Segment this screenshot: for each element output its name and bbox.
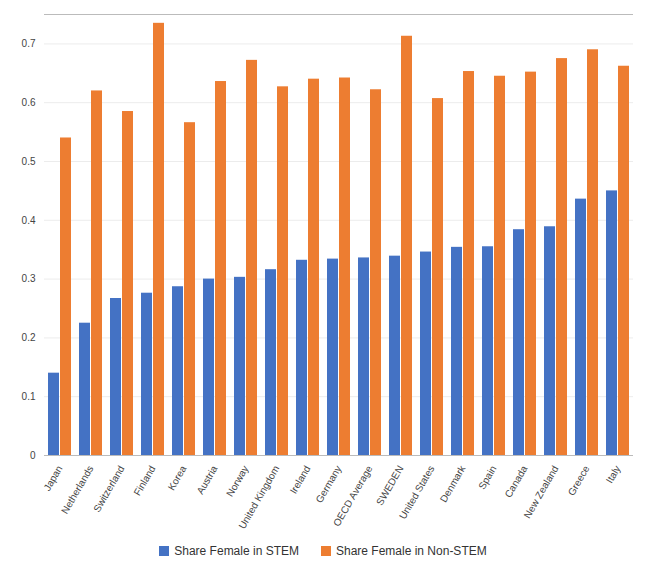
- svg-text:0.1: 0.1: [22, 391, 36, 402]
- svg-text:0.4: 0.4: [22, 215, 36, 226]
- html-text:Share Female in STEM: Share Female in STEM: [174, 544, 299, 558]
- svg-text:Greece: Greece: [566, 463, 592, 497]
- svg-text:0.2: 0.2: [22, 332, 36, 343]
- svg-text:Austria: Austria: [194, 463, 219, 496]
- svg-text:United Kingdom: United Kingdom: [236, 464, 281, 531]
- svg-text:Denmark: Denmark: [438, 463, 468, 504]
- svg-text:United States: United States: [397, 464, 437, 522]
- svg-text:Spain: Spain: [476, 464, 498, 492]
- svg-text:0.7: 0.7: [22, 38, 36, 49]
- svg-text:OECD Average: OECD Average: [331, 463, 375, 528]
- svg-text:Japan: Japan: [41, 464, 64, 493]
- svg-text:Ireland: Ireland: [288, 464, 313, 496]
- html-text:Share Female in Non-STEM: Share Female in Non-STEM: [336, 544, 487, 558]
- svg-text:Canada: Canada: [502, 463, 529, 499]
- svg-text:0.3: 0.3: [22, 273, 36, 284]
- svg-text:0.5: 0.5: [22, 156, 36, 167]
- svg-text:Norway: Norway: [224, 464, 250, 499]
- svg-text:0: 0: [30, 450, 36, 461]
- svg-text:SWEDEN: SWEDEN: [374, 464, 405, 508]
- svg-text:Switzerland: Switzerland: [91, 464, 126, 514]
- svg-text:Netherlands: Netherlands: [59, 464, 95, 516]
- svg-text:Finland: Finland: [132, 464, 158, 498]
- svg-text:New Zealand: New Zealand: [522, 464, 561, 521]
- svg-text:0.6: 0.6: [22, 97, 36, 108]
- svg-text:Italy: Italy: [604, 464, 623, 485]
- svg-text:Germany: Germany: [313, 464, 343, 505]
- svg-text:Korea: Korea: [166, 463, 189, 492]
